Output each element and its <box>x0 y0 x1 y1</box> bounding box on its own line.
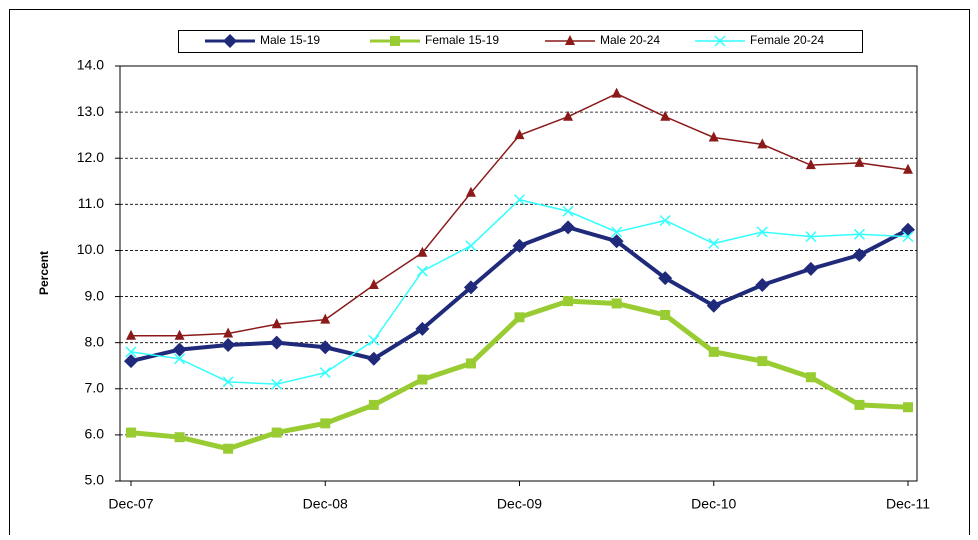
marker <box>174 432 185 443</box>
marker <box>514 312 525 323</box>
marker <box>805 231 817 243</box>
marker <box>903 163 913 174</box>
marker <box>465 358 476 369</box>
marker <box>124 354 138 369</box>
marker <box>563 296 574 307</box>
x-tick-label: Dec-11 <box>886 496 930 512</box>
x-tick-label: Dec-09 <box>497 496 542 512</box>
marker <box>714 35 726 47</box>
marker <box>223 443 234 454</box>
y-tick-label: 8.0 <box>85 333 105 349</box>
marker <box>465 186 476 197</box>
marker <box>221 337 236 352</box>
marker <box>659 214 671 227</box>
legend-box <box>178 30 863 53</box>
marker <box>415 321 430 336</box>
y-tick-label: 11.0 <box>78 195 104 211</box>
y-tick-label: 5.0 <box>85 472 105 488</box>
marker <box>562 205 574 217</box>
marker <box>318 340 333 355</box>
marker <box>660 110 671 121</box>
marker <box>271 318 282 329</box>
legend-label: Female 20-24 <box>750 33 824 47</box>
y-tick-label: 10.0 <box>77 241 104 257</box>
marker <box>465 240 477 252</box>
marker <box>755 278 770 293</box>
marker <box>271 378 283 390</box>
marker <box>708 131 719 142</box>
marker <box>757 138 768 149</box>
legend-label: Female 15-19 <box>425 33 499 47</box>
marker <box>172 342 187 357</box>
marker <box>368 279 379 290</box>
y-tick-label: 9.0 <box>85 287 105 303</box>
marker <box>514 129 525 140</box>
marker <box>320 418 331 429</box>
marker <box>660 310 671 320</box>
marker <box>174 329 185 340</box>
marker <box>854 156 865 167</box>
marker <box>319 367 331 379</box>
legend-label: Male 20-24 <box>600 33 660 47</box>
x-tick-label: Dec-10 <box>691 496 736 512</box>
marker <box>320 313 331 324</box>
marker <box>126 329 136 340</box>
marker <box>125 346 137 358</box>
y-axis-label: Percent <box>37 251 51 295</box>
marker <box>417 246 428 257</box>
marker <box>223 34 237 48</box>
marker <box>853 228 865 240</box>
marker <box>512 238 527 253</box>
marker <box>903 402 913 413</box>
marker <box>609 234 624 249</box>
marker <box>757 356 768 367</box>
marker <box>854 399 865 410</box>
marker <box>174 353 186 365</box>
marker <box>708 237 720 250</box>
marker <box>902 231 914 243</box>
marker <box>271 427 282 438</box>
marker <box>756 226 768 238</box>
legend-label: Male 15-19 <box>260 33 320 47</box>
y-tick-label: 14.0 <box>77 57 104 73</box>
y-tick-label: 13.0 <box>77 103 104 119</box>
y-tick-label: 7.0 <box>85 379 105 395</box>
marker <box>803 261 818 276</box>
marker <box>269 335 284 350</box>
marker <box>416 265 428 277</box>
marker <box>513 194 526 206</box>
marker <box>805 159 816 170</box>
marker <box>222 376 234 388</box>
plot-border <box>119 65 918 482</box>
marker <box>658 271 673 286</box>
marker <box>563 110 574 121</box>
marker <box>852 248 867 263</box>
x-tick-label: Dec-07 <box>108 496 153 512</box>
y-tick-label: 12.0 <box>77 149 104 165</box>
marker <box>565 35 575 45</box>
marker <box>706 298 721 313</box>
marker <box>611 298 622 309</box>
marker <box>611 87 622 98</box>
marker <box>390 36 400 46</box>
marker <box>223 327 234 338</box>
marker <box>126 427 136 438</box>
marker <box>561 220 576 235</box>
marker <box>611 226 623 238</box>
marker <box>417 374 428 385</box>
x-tick-label: Dec-08 <box>303 496 348 512</box>
marker <box>463 280 478 295</box>
marker <box>368 399 379 410</box>
marker <box>366 351 381 366</box>
marker <box>805 372 816 383</box>
y-tick-label: 6.0 <box>85 426 105 442</box>
marker <box>708 346 719 357</box>
marker <box>368 334 380 346</box>
